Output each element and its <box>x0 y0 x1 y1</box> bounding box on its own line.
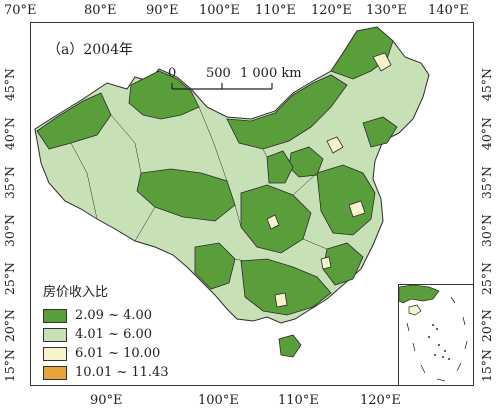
lon-label-bottom: 100°E <box>198 393 239 408</box>
lon-label-top: 90°E <box>146 3 179 18</box>
lat-label-right: 25°N <box>479 262 494 296</box>
lon-label-top: 120°E <box>311 3 352 18</box>
lat-label-left: 45°N <box>2 68 17 102</box>
legend-swatch <box>43 365 67 380</box>
inset-map <box>399 285 468 382</box>
lat-label-left: 40°N <box>2 117 17 151</box>
legend-label: 6.01 ~ 10.00 <box>75 346 161 361</box>
lon-label-bottom: 90°E <box>90 393 123 408</box>
south-china-sea-inset <box>398 284 474 386</box>
legend: 房价收入比 2.09 ~ 4.00 4.01 ~ 6.00 6.01 ~ 10.… <box>43 281 169 382</box>
lon-label-bottom: 120°E <box>360 393 401 408</box>
internal-boundaries <box>70 106 328 262</box>
legend-item: 4.01 ~ 6.00 <box>43 325 169 344</box>
legend-label: 4.01 ~ 6.00 <box>75 327 153 342</box>
scale-tick-label: 0 <box>168 66 177 81</box>
legend-title: 房价收入比 <box>43 285 109 300</box>
lat-label-right: 20°N <box>479 309 494 343</box>
dark-green-regions <box>36 26 398 358</box>
lon-label-top: 80°E <box>84 3 117 18</box>
scale-bar-line <box>171 83 273 90</box>
legend-swatch <box>43 327 67 342</box>
scale-tick-label: 500 <box>206 66 231 81</box>
lat-label-left: 20°N <box>2 309 17 343</box>
lat-label-right: 30°N <box>479 214 494 248</box>
pale-yellow-regions <box>266 52 392 308</box>
legend-label: 2.09 ~ 4.00 <box>75 308 153 323</box>
lat-label-right: 40°N <box>479 117 494 151</box>
lon-label-top: 140°E <box>428 3 469 18</box>
legend-item: 2.09 ~ 4.00 <box>43 306 169 325</box>
lon-label-top: 110°E <box>255 3 296 18</box>
map-frame: （a）2004年 0 500 1 000 km 房价收入比 2.09 ~ 4.0… <box>30 22 474 386</box>
lon-label-top: 130°E <box>366 3 407 18</box>
lat-label-left: 30°N <box>2 214 17 248</box>
lat-label-left: 15°N <box>2 349 17 383</box>
legend-item: 10.01 ~ 11.43 <box>43 363 169 382</box>
lat-label-left: 25°N <box>2 262 17 296</box>
lat-label-right: 45°N <box>479 68 494 102</box>
lon-label-top: 100°E <box>199 3 240 18</box>
lat-label-right: 15°N <box>479 349 494 383</box>
panel-label: （a）2004年 <box>47 42 133 58</box>
lat-label-right: 35°N <box>479 166 494 200</box>
legend-swatch <box>43 346 67 361</box>
legend-item: 6.01 ~ 10.00 <box>43 344 169 363</box>
lon-label-bottom: 110°E <box>278 393 319 408</box>
lat-label-left: 35°N <box>2 166 17 200</box>
nine-dash-line <box>406 296 468 382</box>
legend-swatch <box>43 308 67 323</box>
lon-label-top: 70°E <box>4 3 37 18</box>
china-map <box>34 26 430 358</box>
scale-tick-label: 1 000 km <box>240 66 302 81</box>
islands <box>428 324 450 360</box>
legend-label: 10.01 ~ 11.43 <box>75 365 169 380</box>
